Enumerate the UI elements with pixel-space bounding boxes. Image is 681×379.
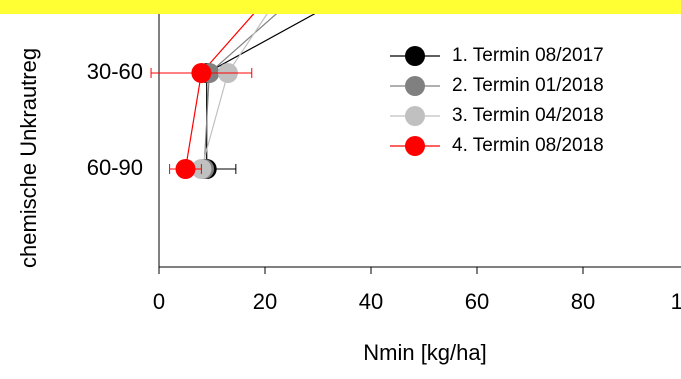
legend-marker [405,76,425,96]
series-line [206,0,341,169]
legend-label: 2. Termin 01/2018 [452,75,604,96]
x-tick-label: 80 [571,289,595,314]
y-tick-label: 30-60 [87,59,143,84]
x-tick-label: 60 [465,289,489,314]
series-line [203,0,293,170]
x-tick-label: 100 [671,289,681,314]
legend-label: 4. Termin 08/2018 [452,135,604,156]
legend-label: 3. Termin 04/2018 [452,105,604,126]
x-axis-title: Nmin [kg/ha] [363,340,487,365]
highlight-band [0,0,681,14]
marker [191,63,212,83]
x-tick-label: 20 [253,289,277,314]
legend-marker [405,46,425,66]
x-tick-label: 40 [359,289,383,314]
y-axis-title: chemische Unkrautreg [16,48,41,268]
x-tick-label: 0 [153,289,165,314]
legend-label: 1. Termin 08/2017 [452,45,604,66]
marker [175,159,196,179]
legend-marker [405,136,425,156]
series-line [200,0,277,170]
series-line [184,0,267,170]
legend-marker [405,106,425,126]
y-tick-label: 60-90 [87,155,143,180]
